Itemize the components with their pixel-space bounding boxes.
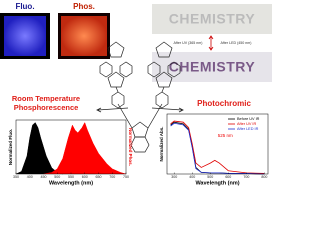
x-tick-label: 600: [225, 175, 231, 179]
area-fill: [43, 122, 126, 174]
photo-fluo: [4, 16, 46, 56]
series-line: [170, 120, 265, 174]
x-tick-label: 300: [171, 175, 177, 179]
x-tick-label: 550: [68, 175, 74, 179]
x-tick-label: 750: [123, 175, 129, 179]
legend-label: After LED IR: [237, 127, 259, 131]
x-tick-label: 600: [82, 175, 88, 179]
arrow: [151, 107, 184, 113]
y-axis-label: Normalized Abs.: [159, 126, 164, 161]
x-tick-label: 800: [261, 175, 267, 179]
paper: [152, 52, 272, 82]
step-label: After UV (365 nm): [174, 41, 203, 45]
arrow: [96, 107, 129, 113]
paper-word: CHEMISTRY: [169, 59, 256, 75]
photochromic-label: Photochromic: [197, 99, 251, 108]
rtp-label: Room Temperature Phosphorescence: [12, 94, 80, 112]
x-tick-label: 500: [54, 175, 60, 179]
series-line: [15, 122, 63, 175]
legend-label: After UV IR: [237, 122, 256, 126]
x-tick-label: 350: [13, 175, 19, 179]
plot-frame: [166, 113, 269, 175]
arrow: [208, 35, 214, 51]
photo-label: Phos.: [73, 2, 95, 11]
photo-label: Fluo.: [15, 2, 34, 11]
x-tick-label: 700: [109, 175, 115, 179]
y-axis-label: Normalized Fluo.: [8, 129, 13, 165]
x-axis-label: Wavelength (nm): [195, 180, 239, 186]
photo-phos: [61, 16, 107, 56]
x-tick-label: 500: [207, 175, 213, 179]
x-tick-label: 400: [27, 175, 33, 179]
molecule: [99, 41, 181, 153]
y2-axis-label: Normalized Phos.: [128, 128, 133, 166]
area-fill: [16, 122, 63, 174]
step-label: After LED (450 nm): [221, 41, 252, 45]
x-tick-label: 400: [189, 175, 195, 179]
graphical-abstract: Fluo. Phos. CHEMISTRY CHEMISTRY After UV…: [0, 2, 272, 186]
annotation: 525 nm: [218, 133, 233, 138]
legend-label: Before UV IR: [237, 117, 260, 121]
series-line: [43, 121, 127, 175]
x-tick-label: 700: [243, 175, 249, 179]
paper-word: CHEMISTRY: [169, 11, 256, 27]
x-tick-label: 450: [41, 175, 47, 179]
paper: [152, 4, 272, 34]
x-tick-label: 650: [96, 175, 102, 179]
x-axis-label: Wavelength (nm): [49, 180, 93, 186]
